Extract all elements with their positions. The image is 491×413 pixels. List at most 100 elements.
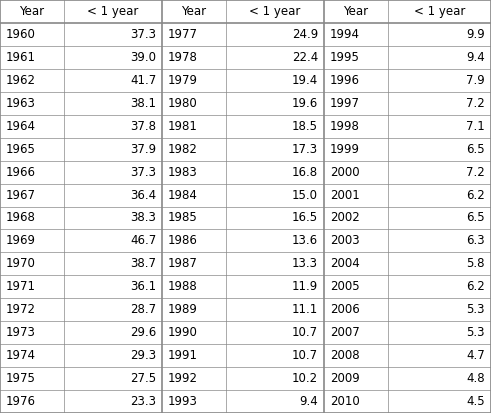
Text: 4.5: 4.5 — [466, 395, 485, 408]
Text: 1999: 1999 — [330, 142, 360, 156]
Text: 17.3: 17.3 — [292, 142, 318, 156]
Text: 7.9: 7.9 — [466, 74, 485, 87]
Text: 1985: 1985 — [168, 211, 198, 225]
Text: 6.5: 6.5 — [466, 142, 485, 156]
Text: 28.7: 28.7 — [130, 303, 156, 316]
Text: 1974: 1974 — [6, 349, 36, 362]
Text: 15.0: 15.0 — [292, 188, 318, 202]
Text: 18.5: 18.5 — [292, 120, 318, 133]
Text: < 1 year: < 1 year — [87, 5, 138, 18]
Text: 1978: 1978 — [168, 51, 198, 64]
Text: 1995: 1995 — [330, 51, 360, 64]
Text: < 1 year: < 1 year — [249, 5, 300, 18]
Text: 1993: 1993 — [168, 395, 198, 408]
Text: 1987: 1987 — [168, 257, 198, 271]
Text: 1977: 1977 — [168, 28, 198, 41]
Text: 1963: 1963 — [6, 97, 36, 110]
Text: 1997: 1997 — [330, 97, 360, 110]
Text: 2005: 2005 — [330, 280, 359, 293]
Text: 2002: 2002 — [330, 211, 360, 225]
Text: 2001: 2001 — [330, 188, 360, 202]
Text: 5.3: 5.3 — [466, 326, 485, 339]
Text: 1992: 1992 — [168, 372, 198, 385]
Text: 37.8: 37.8 — [130, 120, 156, 133]
Text: 2008: 2008 — [330, 349, 359, 362]
Text: 1968: 1968 — [6, 211, 36, 225]
Text: 2010: 2010 — [330, 395, 360, 408]
Text: 9.4: 9.4 — [300, 395, 318, 408]
Text: 2009: 2009 — [330, 372, 360, 385]
Text: 2004: 2004 — [330, 257, 360, 271]
Text: 5.8: 5.8 — [466, 257, 485, 271]
Text: 11.9: 11.9 — [292, 280, 318, 293]
Text: 37.9: 37.9 — [130, 142, 156, 156]
Text: 2000: 2000 — [330, 166, 359, 178]
Text: 46.7: 46.7 — [130, 235, 156, 247]
Text: 11.1: 11.1 — [292, 303, 318, 316]
Text: 1971: 1971 — [6, 280, 36, 293]
Text: Year: Year — [181, 5, 207, 18]
Text: 36.1: 36.1 — [130, 280, 156, 293]
Text: 16.5: 16.5 — [292, 211, 318, 225]
Text: 38.1: 38.1 — [130, 97, 156, 110]
Text: 10.7: 10.7 — [292, 326, 318, 339]
Text: 1966: 1966 — [6, 166, 36, 178]
Text: 1986: 1986 — [168, 235, 198, 247]
Text: 1973: 1973 — [6, 326, 36, 339]
Text: < 1 year: < 1 year — [414, 5, 465, 18]
Text: 37.3: 37.3 — [130, 166, 156, 178]
Text: 1969: 1969 — [6, 235, 36, 247]
Text: 19.4: 19.4 — [292, 74, 318, 87]
Text: 1994: 1994 — [330, 28, 360, 41]
Text: 1989: 1989 — [168, 303, 198, 316]
Text: 1998: 1998 — [330, 120, 360, 133]
Text: 1979: 1979 — [168, 74, 198, 87]
Text: 1960: 1960 — [6, 28, 36, 41]
Text: 2006: 2006 — [330, 303, 360, 316]
Text: 1967: 1967 — [6, 188, 36, 202]
Text: 41.7: 41.7 — [130, 74, 156, 87]
Text: 10.7: 10.7 — [292, 349, 318, 362]
Text: 27.5: 27.5 — [130, 372, 156, 385]
Text: 16.8: 16.8 — [292, 166, 318, 178]
Text: 1991: 1991 — [168, 349, 198, 362]
Text: 4.7: 4.7 — [466, 349, 485, 362]
Text: 29.6: 29.6 — [130, 326, 156, 339]
Text: 1996: 1996 — [330, 74, 360, 87]
Text: 29.3: 29.3 — [130, 349, 156, 362]
Text: 1980: 1980 — [168, 97, 198, 110]
Text: 36.4: 36.4 — [130, 188, 156, 202]
Text: 39.0: 39.0 — [130, 51, 156, 64]
Text: 6.2: 6.2 — [466, 280, 485, 293]
Text: 19.6: 19.6 — [292, 97, 318, 110]
Text: 37.3: 37.3 — [130, 28, 156, 41]
Text: 1962: 1962 — [6, 74, 36, 87]
Text: 22.4: 22.4 — [292, 51, 318, 64]
Text: 1983: 1983 — [168, 166, 198, 178]
Text: 10.2: 10.2 — [292, 372, 318, 385]
Text: 1982: 1982 — [168, 142, 198, 156]
Text: 1961: 1961 — [6, 51, 36, 64]
Text: 1988: 1988 — [168, 280, 198, 293]
Text: 13.3: 13.3 — [292, 257, 318, 271]
Text: 23.3: 23.3 — [130, 395, 156, 408]
Text: 6.3: 6.3 — [466, 235, 485, 247]
Text: 1975: 1975 — [6, 372, 36, 385]
Text: 9.4: 9.4 — [466, 51, 485, 64]
Text: 6.5: 6.5 — [466, 211, 485, 225]
Text: 1964: 1964 — [6, 120, 36, 133]
Text: 7.1: 7.1 — [466, 120, 485, 133]
Text: 1970: 1970 — [6, 257, 36, 271]
Text: 1976: 1976 — [6, 395, 36, 408]
Text: 4.8: 4.8 — [466, 372, 485, 385]
Text: 1981: 1981 — [168, 120, 198, 133]
Text: 7.2: 7.2 — [466, 97, 485, 110]
Text: 2007: 2007 — [330, 326, 360, 339]
Text: 1984: 1984 — [168, 188, 198, 202]
Text: 2003: 2003 — [330, 235, 359, 247]
Text: Year: Year — [19, 5, 45, 18]
Text: 38.3: 38.3 — [130, 211, 156, 225]
Text: Year: Year — [343, 5, 369, 18]
Text: 9.9: 9.9 — [466, 28, 485, 41]
Text: 1972: 1972 — [6, 303, 36, 316]
